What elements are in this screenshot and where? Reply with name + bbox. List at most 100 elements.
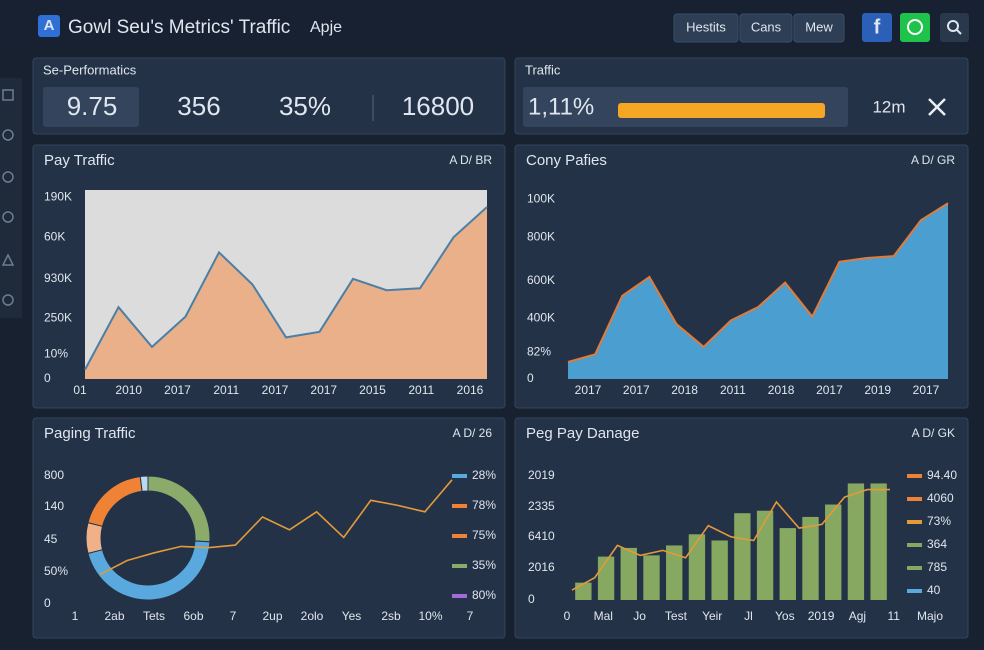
app-subtitle: Apje xyxy=(310,19,342,36)
line xyxy=(571,488,890,591)
legend-swatch xyxy=(907,520,922,524)
icon xyxy=(2,129,14,141)
x-tick-label: 2up xyxy=(262,609,282,623)
metric-value: 9.75 xyxy=(67,91,118,121)
y-tick-label: 2335 xyxy=(528,499,555,513)
x-tick-label: 2011 xyxy=(408,383,434,397)
bar xyxy=(825,504,842,600)
legend-label: 73% xyxy=(927,514,951,528)
legend-swatch xyxy=(452,564,467,568)
x-tick-label: 7 xyxy=(230,609,237,623)
x-tick-label: 2ab xyxy=(104,609,124,623)
x-tick-label: Mal xyxy=(594,609,613,623)
legend-swatch xyxy=(907,497,922,501)
x-tick-label: 2018 xyxy=(768,383,795,397)
bar xyxy=(779,528,796,600)
panel: Peg Pay Danage A D/ GK 2019 2335 6410 2016 0 0 M… xyxy=(514,417,969,639)
y-tick-label: 45 xyxy=(44,532,58,546)
x-tick-label: 2015 xyxy=(359,383,386,397)
bar xyxy=(734,513,751,600)
legend-label: 94.40 xyxy=(927,468,957,482)
header-button[interactable] xyxy=(673,13,739,43)
header-button[interactable] xyxy=(739,13,793,43)
traffic-time: 12m xyxy=(872,97,905,116)
legend-swatch xyxy=(452,474,467,478)
bar xyxy=(643,555,660,600)
y-tick-label: 2019 xyxy=(528,468,555,482)
line xyxy=(84,206,488,371)
line xyxy=(567,202,949,363)
y-tick-label: 800 xyxy=(44,468,64,482)
x-tick-label: 0 xyxy=(564,609,571,623)
x-tick-label: 2017 xyxy=(310,383,337,397)
panel-title: Pay Traffic xyxy=(44,152,115,169)
y-tick-label: 400K xyxy=(527,311,555,325)
metric-highlight xyxy=(43,87,139,127)
x-tick-label: 6ob xyxy=(183,609,203,623)
bar xyxy=(666,545,683,600)
x-tick-label: 2olo xyxy=(301,609,324,623)
legend-swatch xyxy=(452,534,467,538)
x-tick-label: 2010 xyxy=(115,383,142,397)
sidebar-icons xyxy=(1,89,15,306)
y-tick-label: 930K xyxy=(44,271,72,285)
metric-value: 16800 xyxy=(402,91,474,121)
legend-swatch xyxy=(907,589,922,593)
legend-label: 75% xyxy=(472,528,496,542)
metric-value: 35% xyxy=(279,91,331,121)
x-tick-label: 2019 xyxy=(864,383,891,397)
y-tick-label: 0 xyxy=(527,371,534,385)
search-button[interactable] xyxy=(940,13,969,42)
header-button-label: Mew xyxy=(805,19,833,34)
y-tick-label: 0 xyxy=(528,592,535,606)
panel-title: Paging Traffic xyxy=(44,425,136,442)
legend-label: 364 xyxy=(927,537,947,551)
search-icon-handle xyxy=(956,29,962,35)
panel: Paging Traffic A D/ 26 800 140 45 50% 0 1 2ab Tet… xyxy=(32,417,506,639)
line xyxy=(99,479,453,576)
y-tick-label: 82% xyxy=(527,345,551,359)
bar xyxy=(870,483,887,600)
app-title: Gowl Seu's Metrics' Traffic xyxy=(68,17,290,38)
y-tick-label: 800K xyxy=(527,229,555,243)
header-buttons: Hestits Cans Mew xyxy=(673,13,845,43)
x-tick-label: 2019 xyxy=(808,609,835,623)
legend-label: 40 xyxy=(927,583,941,597)
sidebar xyxy=(0,78,22,318)
legend-swatch xyxy=(452,504,467,508)
search-icon xyxy=(947,20,959,32)
logo xyxy=(38,15,60,37)
icon xyxy=(2,211,14,223)
panel-title: Cony Pafies xyxy=(526,152,607,169)
legend-label: 785 xyxy=(927,560,947,574)
x-tick-label: 2018 xyxy=(671,383,698,397)
legend-label: 28% xyxy=(472,468,496,482)
header-button[interactable] xyxy=(793,13,845,43)
y-tick-label: 600K xyxy=(527,273,555,287)
facebook-button[interactable] xyxy=(862,13,892,42)
panel: Cony Pafies A D/ GR 100K 800K 600K 400K 82% 0 20… xyxy=(514,144,969,409)
close-icon[interactable] xyxy=(928,98,946,116)
x-tick-label: 2017 xyxy=(164,383,191,397)
chat-icon xyxy=(907,19,923,35)
chat-button[interactable] xyxy=(900,13,930,42)
performance-panel xyxy=(32,57,506,135)
header-button-label: Hestits xyxy=(686,19,726,34)
y-tick-label: 250K xyxy=(44,311,72,325)
y-tick-label: 190K xyxy=(44,190,72,204)
bar xyxy=(688,534,706,600)
logo-text: A xyxy=(44,17,55,34)
bar xyxy=(575,582,592,600)
x-tick-label: Majo xyxy=(917,609,943,623)
legend-swatch xyxy=(907,474,922,478)
panel-title: Se-Performatics xyxy=(43,62,137,77)
x-tick-label: 2017 xyxy=(913,383,940,397)
facebook-icon: f xyxy=(874,16,881,38)
panel: Pay Traffic A D/ BR 190K 60K 930K 250K 10% 0 01 2… xyxy=(32,144,506,409)
donut-segment xyxy=(85,521,104,555)
x-tick-label: 2017 xyxy=(575,383,602,397)
x-tick-label: 2017 xyxy=(262,383,289,397)
